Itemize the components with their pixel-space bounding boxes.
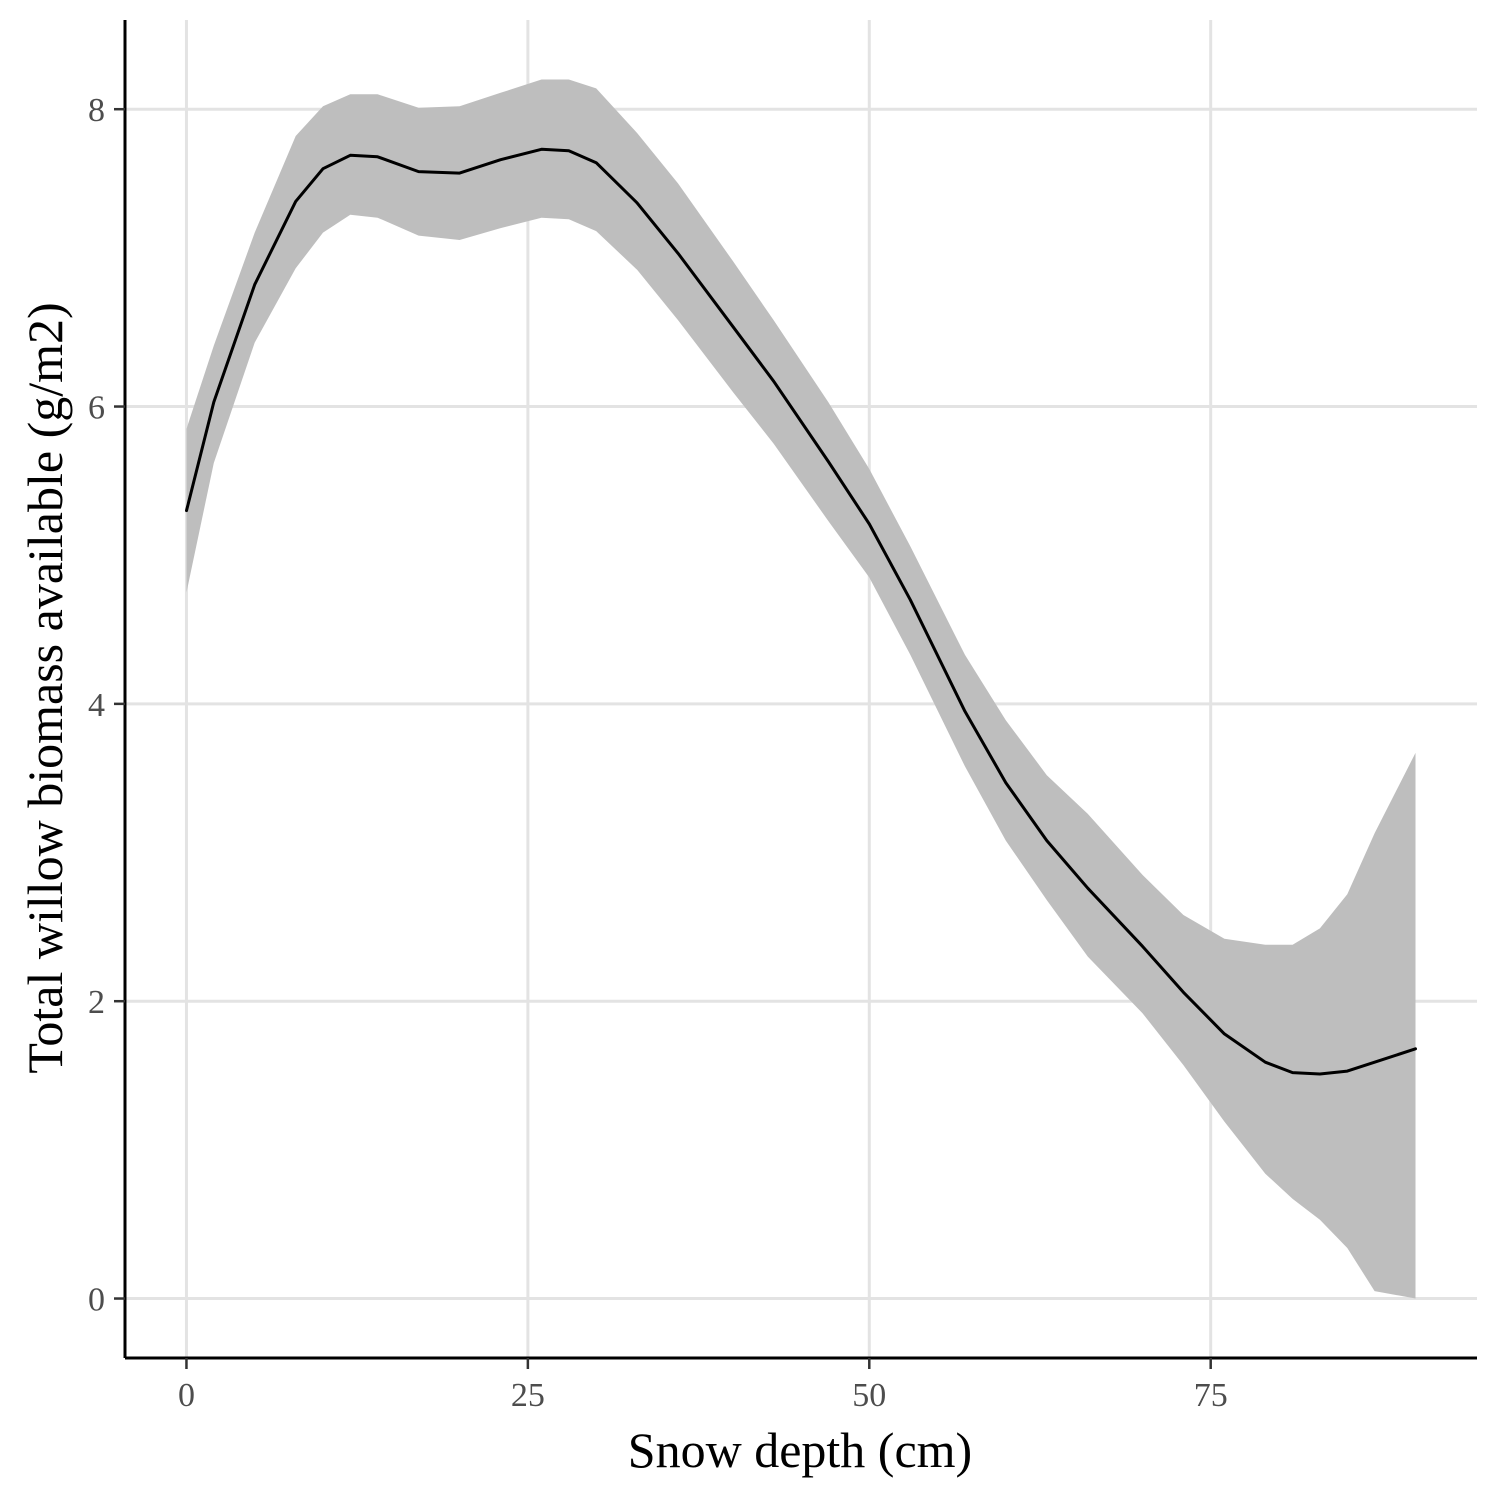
axes — [123, 20, 1477, 1360]
x-axis-title: Snow depth (cm) — [628, 1422, 972, 1478]
y-axis-ticks: 0 2 4 6 8 — [88, 92, 125, 1319]
y-tick-label: 6 — [88, 390, 105, 427]
fit-line — [185, 147, 1417, 1076]
fit-line-layer — [185, 147, 1417, 1076]
y-tick-label: 8 — [88, 92, 105, 129]
confidence-band-layer — [186, 79, 1416, 1299]
y-axis-title: Total willow biomass available (g/m2) — [17, 302, 73, 1073]
grid-lines — [125, 20, 1477, 1358]
x-tick-label: 50 — [852, 1377, 886, 1414]
x-tick-label: 25 — [511, 1377, 545, 1414]
y-tick-label: 2 — [88, 984, 105, 1021]
confidence-band — [186, 79, 1416, 1299]
y-tick-label: 4 — [88, 687, 105, 724]
x-axis-ticks: 0 25 50 75 — [178, 1358, 1228, 1414]
x-tick-label: 0 — [178, 1377, 195, 1414]
x-tick-label: 75 — [1194, 1377, 1228, 1414]
y-tick-label: 0 — [88, 1282, 105, 1319]
